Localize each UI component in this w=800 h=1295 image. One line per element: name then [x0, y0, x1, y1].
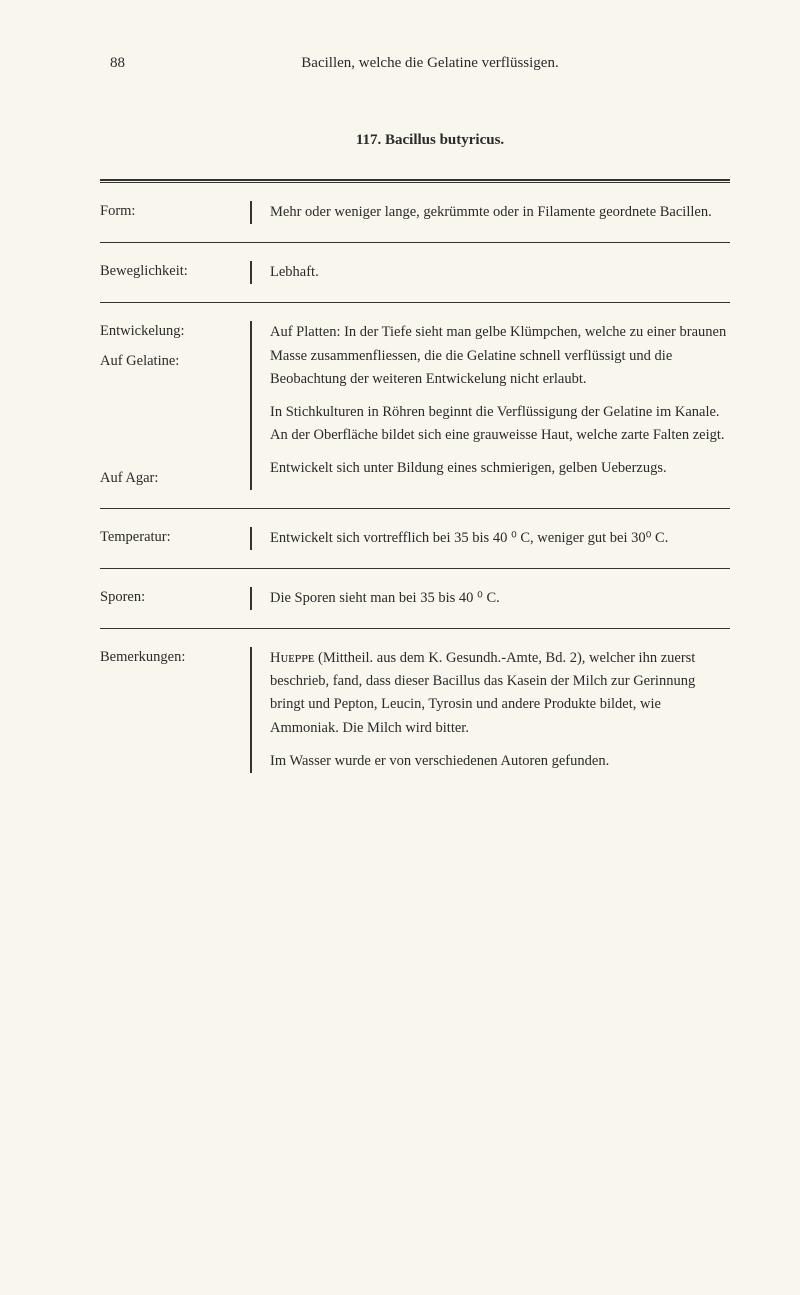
- content-paragraph: Hᴜᴇᴘᴘᴇ (Mittheil. aus dem K. Gesundh.-Am…: [270, 647, 730, 740]
- row-content: Entwickelt sich vortrefflich bei 35 bis …: [250, 527, 730, 550]
- row-label-main: Entwickelung:: [100, 321, 235, 343]
- table-row: Bemerkungen: Hᴜᴇᴘᴘᴇ (Mittheil. aus dem K…: [100, 629, 730, 791]
- table-row: Temperatur: Entwickelt sich vortrefflich…: [100, 509, 730, 569]
- row-label-agar: Auf Agar:: [100, 468, 235, 490]
- row-content: Lebhaft.: [250, 261, 730, 284]
- row-content: Mehr oder weniger lange, gekrümmte oder …: [250, 201, 730, 224]
- content-paragraph: Im Wasser wurde er von verschiedenen Aut…: [270, 750, 730, 773]
- row-content: Auf Platten: In der Tiefe sieht man gelb…: [250, 321, 730, 489]
- content-paragraph: In Stichkulturen in Röhren beginnt die V…: [270, 401, 730, 447]
- content-paragraph: Auf Platten: In der Tiefe sieht man gelb…: [270, 321, 730, 391]
- row-label: Sporen:: [100, 587, 250, 610]
- content-paragraph: Entwickelt sich unter Bildung eines schm…: [270, 457, 730, 480]
- table-container: Form: Mehr oder weniger lange, gekrümmte…: [100, 179, 730, 791]
- row-label: Form:: [100, 201, 250, 224]
- row-label: Temperatur:: [100, 527, 250, 550]
- row-label: Beweglichkeit:: [100, 261, 250, 284]
- row-content: Die Sporen sieht man bei 35 bis 40 ⁰ C.: [250, 587, 730, 610]
- page-number: 88: [110, 55, 125, 72]
- row-content: Hᴜᴇᴘᴘᴇ (Mittheil. aus dem K. Gesundh.-Am…: [250, 647, 730, 773]
- header-title: Bacillen, welche die Gelatine verflüssig…: [130, 55, 730, 72]
- row-label: Bemerkungen:: [100, 647, 250, 773]
- table-row: Form: Mehr oder weniger lange, gekrümmte…: [100, 180, 730, 243]
- table-row: Entwickelung: Auf Gelatine: Auf Agar: Au…: [100, 303, 730, 508]
- table-row: Sporen: Die Sporen sieht man bei 35 bis …: [100, 569, 730, 629]
- table-row: Beweglichkeit: Lebhaft.: [100, 243, 730, 303]
- row-sublabel: Auf Gelatine:: [100, 351, 235, 373]
- section-title: 117. Bacillus butyricus.: [130, 132, 730, 149]
- row-label: Entwickelung: Auf Gelatine: Auf Agar:: [100, 321, 250, 489]
